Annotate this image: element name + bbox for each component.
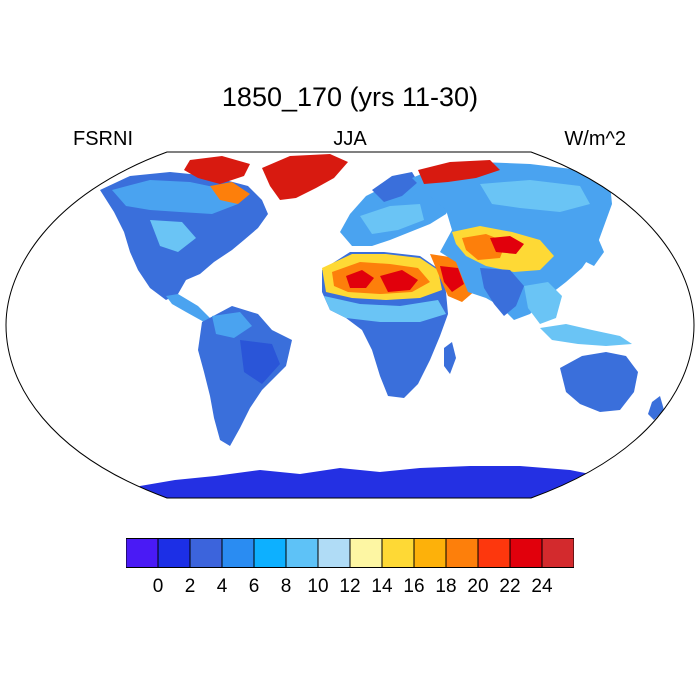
australia-land bbox=[560, 352, 638, 412]
arabia-red bbox=[440, 266, 464, 292]
colorbar-swatches bbox=[126, 538, 574, 568]
south-america-land bbox=[198, 306, 292, 446]
madagascar-land bbox=[444, 342, 456, 374]
colorbar-tick-label: 12 bbox=[339, 576, 361, 597]
colorbar-tick-label: 16 bbox=[403, 576, 425, 597]
season-label: JJA bbox=[333, 128, 367, 150]
colorbar-swatch bbox=[445, 538, 479, 568]
colorbar-tick-label: 8 bbox=[280, 576, 292, 597]
colorbar-swatch bbox=[477, 538, 511, 568]
colorbar-tick-label: 2 bbox=[184, 576, 196, 597]
colorbar-swatch bbox=[253, 538, 287, 568]
colorbar bbox=[126, 538, 574, 568]
colorbar-swatch bbox=[126, 538, 159, 568]
colorbar-tick-label: 24 bbox=[531, 576, 553, 597]
colorbar-tick-label: 14 bbox=[371, 576, 393, 597]
japan-land bbox=[586, 238, 604, 266]
colorbar-tick-label: 22 bbox=[499, 576, 521, 597]
india-land bbox=[480, 268, 524, 316]
colorbar-tick-label: 10 bbox=[307, 576, 329, 597]
scandinavia-land bbox=[372, 172, 418, 202]
antarctica-land bbox=[120, 466, 660, 498]
siberia-red bbox=[418, 160, 500, 184]
variable-label: FSRNI bbox=[73, 128, 133, 150]
europe-cyan bbox=[360, 204, 424, 234]
sahara-red-west bbox=[346, 270, 374, 288]
south-america-deep bbox=[240, 340, 280, 384]
units-label: W/m^2 bbox=[564, 128, 626, 150]
colorbar-tick-label: 4 bbox=[216, 576, 228, 597]
colorbar-swatch bbox=[509, 538, 543, 568]
tibet-red bbox=[490, 236, 524, 254]
arctic-islands bbox=[184, 156, 250, 184]
colorbar-swatch bbox=[317, 538, 351, 568]
colorbar-swatch bbox=[285, 538, 319, 568]
sahara-red-east bbox=[380, 270, 418, 292]
colorbar-swatch bbox=[189, 538, 223, 568]
north-america-light bbox=[112, 180, 238, 214]
greenland-land bbox=[262, 154, 348, 200]
arctic-islands-warm bbox=[210, 182, 250, 204]
colorbar-tick-label: 0 bbox=[152, 576, 164, 597]
map-outline bbox=[5, 151, 695, 499]
siberia-cyan bbox=[480, 180, 590, 212]
colorbar-swatch bbox=[349, 538, 383, 568]
indonesia-land bbox=[540, 324, 632, 346]
colorbar-tick-label: 20 bbox=[467, 576, 489, 597]
south-america-light bbox=[212, 312, 252, 338]
colorbar-swatch bbox=[541, 538, 574, 568]
colorbar-tick-label: 18 bbox=[435, 576, 457, 597]
colorbar-tick-label: 6 bbox=[248, 576, 260, 597]
map-title: 1850_170 (yrs 11-30) bbox=[221, 82, 479, 112]
colorbar-swatch bbox=[221, 538, 255, 568]
colorbar-swatch bbox=[381, 538, 415, 568]
southeast-asia-land bbox=[524, 282, 562, 324]
north-america-cyan bbox=[150, 220, 196, 252]
colorbar-swatch bbox=[413, 538, 447, 568]
africa-sahel bbox=[324, 296, 446, 322]
colorbar-swatch bbox=[157, 538, 191, 568]
map-field bbox=[6, 152, 694, 498]
central-america-land bbox=[166, 294, 210, 322]
